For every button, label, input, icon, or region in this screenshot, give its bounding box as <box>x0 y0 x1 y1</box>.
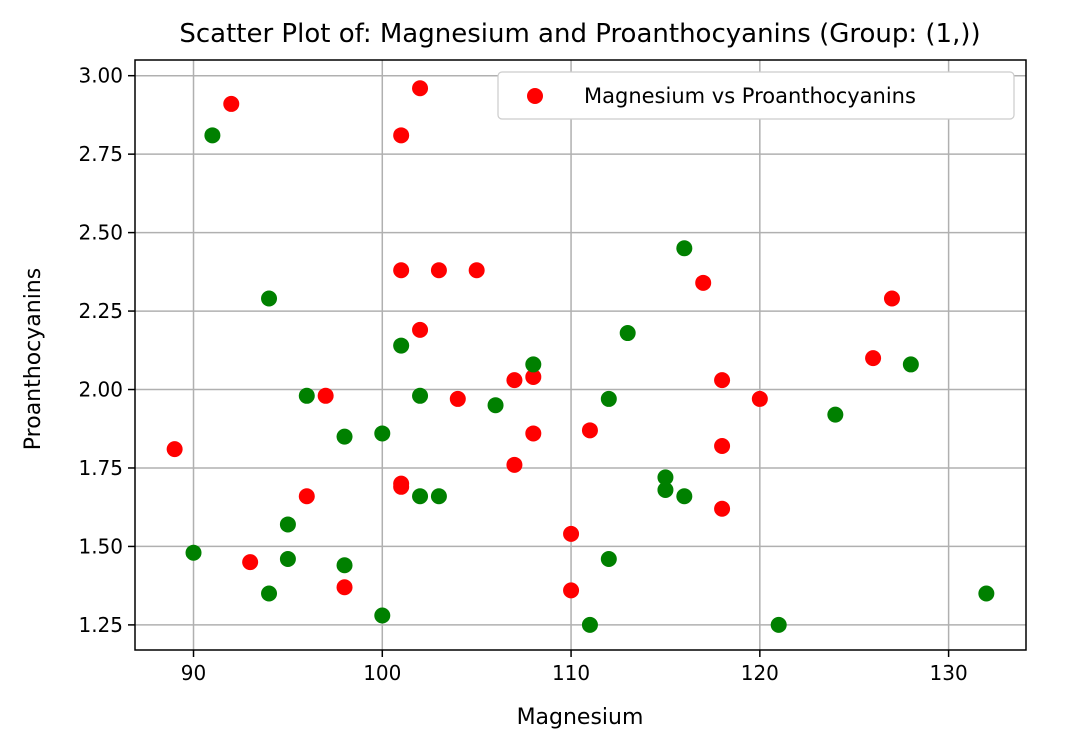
red-data-point <box>563 525 580 542</box>
green-data-point <box>204 127 221 144</box>
red-data-point <box>581 422 598 439</box>
red-data-point <box>468 262 485 279</box>
y-tick-label: 3.00 <box>78 64 123 88</box>
red-data-point <box>865 350 882 367</box>
green-data-point <box>487 397 504 414</box>
ticks-layer: 90 100 110 120 130 1.25 1.50 1.75 2.00 2.25 2.50 2.… <box>78 64 967 685</box>
red-data-point <box>412 80 429 97</box>
red-data-point <box>525 425 542 442</box>
green-data-point <box>374 425 391 442</box>
red-data-point <box>298 488 315 505</box>
legend: Magnesium vs Proanthocyanins <box>497 71 1015 120</box>
green-data-point <box>770 616 787 633</box>
red-data-point <box>317 387 334 404</box>
y-tick-label: 2.00 <box>78 378 123 402</box>
green-data-point <box>185 544 202 561</box>
points-layer <box>166 80 995 633</box>
legend-label: Magnesium vs Proanthocyanins <box>584 84 916 108</box>
y-tick-label: 1.75 <box>78 456 123 480</box>
y-tick-label: 2.25 <box>78 299 123 323</box>
green-data-point <box>657 481 674 498</box>
red-data-point <box>563 582 580 599</box>
red-data-point <box>393 127 410 144</box>
y-tick-label: 1.25 <box>78 613 123 637</box>
green-data-point <box>827 406 844 423</box>
green-data-point <box>600 390 617 407</box>
green-data-point <box>261 585 278 602</box>
red-data-point <box>449 390 466 407</box>
y-tick-label: 2.50 <box>78 221 123 245</box>
x-tick-label: 120 <box>741 661 779 685</box>
red-data-point <box>506 456 523 473</box>
green-data-point <box>619 325 636 342</box>
red-data-point <box>242 554 259 571</box>
y-tick-label: 1.50 <box>78 534 123 558</box>
red-data-point <box>223 95 240 112</box>
red-data-point <box>412 321 429 338</box>
green-data-point <box>430 488 447 505</box>
green-data-point <box>525 356 542 373</box>
grid-layer <box>135 60 1026 650</box>
green-data-point <box>261 290 278 307</box>
green-data-point <box>336 557 353 574</box>
green-data-point <box>393 337 410 354</box>
green-data-point <box>374 607 391 624</box>
plot-frame <box>134 59 1027 651</box>
x-axis-label: Magnesium <box>517 705 644 730</box>
red-data-point <box>751 390 768 407</box>
green-data-point <box>279 516 296 533</box>
green-data-point <box>600 550 617 567</box>
legend-box <box>497 71 1015 120</box>
x-tick-label: 100 <box>363 661 401 685</box>
green-data-point <box>676 240 693 257</box>
red-data-point <box>883 290 900 307</box>
green-data-point <box>581 616 598 633</box>
red-data-point <box>714 438 731 455</box>
x-tick-label: 90 <box>181 661 206 685</box>
green-data-point <box>279 550 296 567</box>
chart-title: Scatter Plot of: Magnesium and Proanthoc… <box>179 19 980 49</box>
red-data-point <box>336 579 353 596</box>
green-data-point <box>412 488 429 505</box>
y-tick-label: 2.75 <box>78 142 123 166</box>
red-data-point <box>525 368 542 385</box>
green-data-point <box>657 469 674 486</box>
green-data-point <box>676 488 693 505</box>
red-data-point <box>714 500 731 517</box>
red-data-point <box>695 274 712 291</box>
y-axis-label: Proanthocyanins <box>21 268 46 450</box>
green-data-point <box>978 585 995 602</box>
red-data-point <box>430 262 447 279</box>
red-data-point <box>393 262 410 279</box>
green-data-point <box>902 356 919 373</box>
green-data-point <box>412 387 429 404</box>
green-data-point <box>336 428 353 445</box>
x-tick-label: 110 <box>552 661 590 685</box>
x-tick-label: 130 <box>930 661 968 685</box>
green-data-point <box>298 387 315 404</box>
red-data-point <box>166 441 183 458</box>
red-data-point <box>714 372 731 389</box>
red-data-point <box>393 478 410 495</box>
legend-marker <box>527 88 543 104</box>
red-data-point <box>506 372 523 389</box>
